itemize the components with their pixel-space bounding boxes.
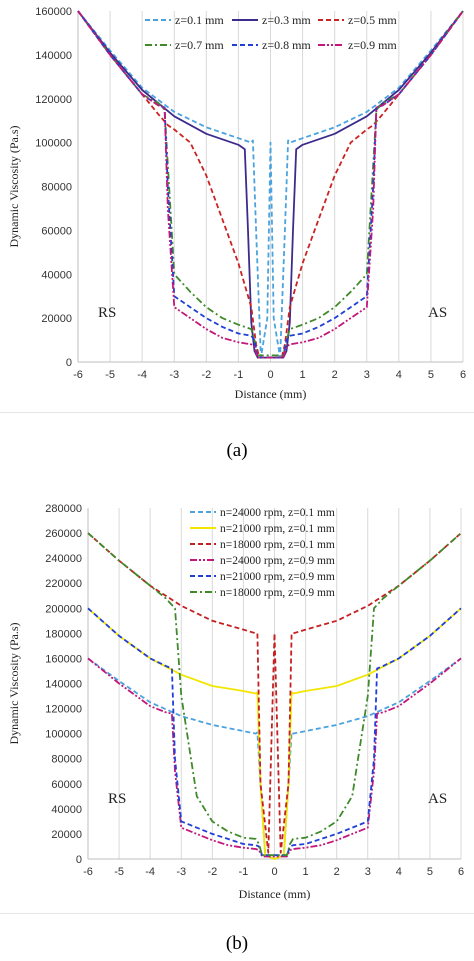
chart-b-y-tick-label: 180000 xyxy=(45,628,82,640)
chart-b-legend-label: n=21000 rpm, z=0.9 mm xyxy=(220,571,335,583)
chart-b-y-tick-label: 20000 xyxy=(51,829,82,841)
chart-a-y-tick-label: 100000 xyxy=(35,138,72,150)
chart-b-series-line-2 xyxy=(87,607,462,860)
chart-a-x-tick-label: 2 xyxy=(332,369,338,381)
chart-b-x-tick-label: 4 xyxy=(396,866,402,878)
chart-a-legend-label: z=0.1 mm xyxy=(175,13,224,27)
chart-b-y-axis-title: Dynamic Viscosity (Pa.s) xyxy=(7,622,21,744)
chart-b-legend-label: n=18000 rpm, z=0.1 mm xyxy=(220,539,335,551)
chart-b-series-line-4 xyxy=(87,657,462,858)
chart-b-y-tick-label: 40000 xyxy=(51,804,82,816)
chart-b-annotation-as: AS xyxy=(428,791,447,807)
chart-b-legend-label: n=21000 rpm, z=0.1 mm xyxy=(220,523,335,535)
chart-a-series-line-6 xyxy=(77,10,464,359)
chart-b-y-tick-label: 0 xyxy=(76,854,82,866)
chart-a-svg: -6 -5 -4 -3 -2 -1 0 1 2 3 4 5 6 0 20000 40000 60000 80000… xyxy=(7,6,466,401)
chart-b-y-tick-label: 80000 xyxy=(51,754,82,766)
chart-b-y-tick-label: 220000 xyxy=(45,578,82,590)
chart-b-x-tick-label: -6 xyxy=(83,866,93,878)
chart-b-x-tick-label: -5 xyxy=(114,866,124,878)
chart-a-x-axis-title: Distance (mm) xyxy=(235,387,307,401)
chart-b-legend-label: n=24000 rpm, z=0.1 mm xyxy=(220,507,335,519)
caption-a: (a) xyxy=(226,440,248,461)
chart-b-y-tick-label: 160000 xyxy=(45,653,82,665)
chart-b-y-tick-label: 260000 xyxy=(45,528,82,540)
chart-b-y-tick-label: 120000 xyxy=(45,704,82,716)
chart-b-series-line-3 xyxy=(87,532,462,854)
chart-b-svg: -6 -5 -4 -3 -2 -1 0 1 2 3 4 5 6 0 20000 40000 60000 80000… xyxy=(7,503,464,901)
chart-a-x-tick-label: 4 xyxy=(396,369,402,381)
chart-a-legend-label: z=0.9 mm xyxy=(348,38,397,52)
chart-b-x-tick-label: -2 xyxy=(207,866,217,878)
chart-b-y-tick-label: 280000 xyxy=(45,503,82,515)
chart-a-y-tick-label: 20000 xyxy=(41,313,72,325)
chart-a-y-tick-label: 160000 xyxy=(35,6,72,18)
chart-a-y-tick-label: 0 xyxy=(66,357,72,369)
chart-a-x-tick-label: 1 xyxy=(300,369,306,381)
chart-a-annotation-as: AS xyxy=(428,305,447,321)
chart-a-y-tick-label: 40000 xyxy=(41,269,72,281)
chart-panel-b: -6 -5 -4 -3 -2 -1 0 1 2 3 4 5 6 0 20000 40000 60000 80000… xyxy=(0,480,474,914)
chart-a-y-tick-label: 80000 xyxy=(41,182,72,194)
chart-a-x-tick-label: -2 xyxy=(201,369,211,381)
chart-b-x-axis-title: Distance (mm) xyxy=(239,887,311,901)
chart-a-x-tick-label: -4 xyxy=(137,369,147,381)
chart-a-legend-label: z=0.3 mm xyxy=(262,13,311,27)
chart-a-y-axis-title: Dynamic Viscosity (Pa.s) xyxy=(7,125,21,247)
chart-a-x-tick-label: 6 xyxy=(460,369,466,381)
chart-b-y-tick-label: 60000 xyxy=(51,779,82,791)
chart-panel-a: -6 -5 -4 -3 -2 -1 0 1 2 3 4 5 6 0 20000 40000 60000 80000… xyxy=(0,0,474,413)
chart-b-x-tick-label: -4 xyxy=(145,866,155,878)
chart-b-x-tick-label: -3 xyxy=(176,866,186,878)
chart-a-x-tick-label: -5 xyxy=(105,369,115,381)
chart-b-x-tick-label: 2 xyxy=(334,866,340,878)
chart-a-legend-label: z=0.7 mm xyxy=(175,38,224,52)
chart-b-y-tick-label: 200000 xyxy=(45,603,82,615)
chart-a-series-line-1 xyxy=(77,10,464,359)
chart-a-x-tick-label: 0 xyxy=(267,369,273,381)
chart-b-x-tick-label: 5 xyxy=(427,866,433,878)
chart-a-x-tick-label: 3 xyxy=(364,369,370,381)
chart-b-legend-label: n=24000 rpm, z=0.9 mm xyxy=(220,555,335,567)
chart-b-y-tick-label: 140000 xyxy=(45,679,82,691)
chart-b-legend-label: n=18000 rpm, z=0.9 mm xyxy=(220,587,335,599)
chart-a-annotation-rs: RS xyxy=(98,305,116,321)
chart-b-x-tick-label: 1 xyxy=(303,866,309,878)
chart-b-annotation-rs: RS xyxy=(108,791,126,807)
chart-b-x-tick-label: -1 xyxy=(239,866,249,878)
chart-a-x-tick-label: -1 xyxy=(234,369,244,381)
chart-b-y-tick-label: 240000 xyxy=(45,553,82,565)
chart-b-series-line-6 xyxy=(87,532,462,857)
chart-a-x-tick-label: -6 xyxy=(73,369,83,381)
chart-b-x-tick-label: 0 xyxy=(271,866,277,878)
chart-a-x-tick-label: -3 xyxy=(169,369,179,381)
chart-a-x-tick-label: 5 xyxy=(428,369,434,381)
chart-b-x-tick-label: 6 xyxy=(458,866,464,878)
chart-a-legend-label: z=0.5 mm xyxy=(348,13,397,27)
chart-a-legend-label: z=0.8 mm xyxy=(262,38,311,52)
chart-a-y-tick-label: 140000 xyxy=(35,50,72,62)
chart-b-x-tick-label: 3 xyxy=(365,866,371,878)
chart-a-y-tick-label: 120000 xyxy=(35,94,72,106)
chart-b-y-tick-label: 100000 xyxy=(45,729,82,741)
chart-a-y-tick-label: 60000 xyxy=(41,225,72,237)
caption-b: (b) xyxy=(225,933,249,954)
